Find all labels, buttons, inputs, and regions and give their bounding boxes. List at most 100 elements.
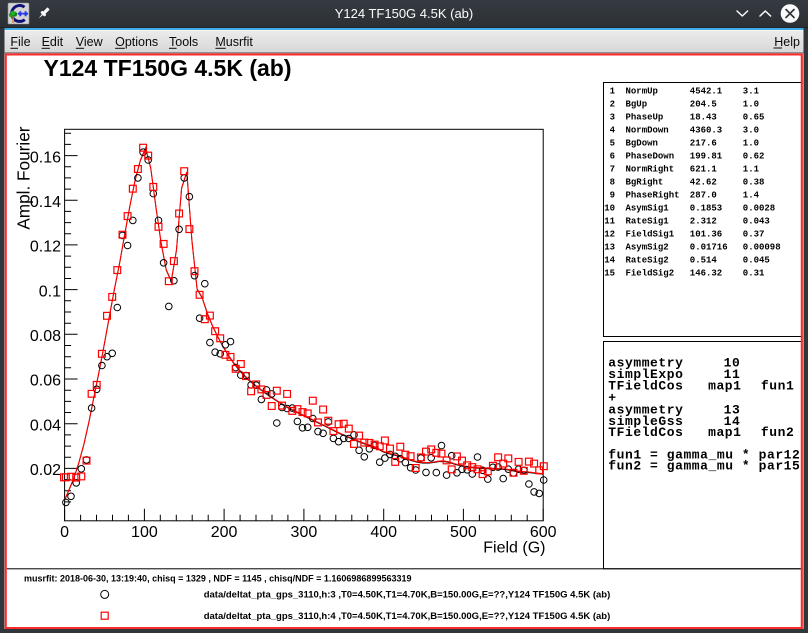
svg-text:+: + xyxy=(608,391,616,406)
svg-text:600: 600 xyxy=(530,524,557,541)
svg-text:0.06: 0.06 xyxy=(30,373,61,390)
svg-text:13: 13 xyxy=(604,243,615,253)
svg-text:NormUp: NormUp xyxy=(626,87,658,97)
svg-text:asymmetry: asymmetry xyxy=(608,356,683,371)
svg-text:0.00098: 0.00098 xyxy=(743,243,781,253)
svg-text:204.5: 204.5 xyxy=(690,100,717,110)
svg-text:400: 400 xyxy=(370,524,397,541)
svg-text:Help: Help xyxy=(774,35,800,49)
svg-text:Y124 TF150G 4.5K (ab): Y124 TF150G 4.5K (ab) xyxy=(44,55,292,81)
svg-text:0.08: 0.08 xyxy=(30,328,61,345)
svg-text:Musrfit: Musrfit xyxy=(215,35,253,49)
svg-text:0.1853: 0.1853 xyxy=(690,204,722,214)
svg-text:1.1: 1.1 xyxy=(743,165,760,175)
svg-text:0.16: 0.16 xyxy=(30,149,61,166)
svg-text:fun1 = gamma_mu * par12: fun1 = gamma_mu * par12 xyxy=(608,447,800,462)
svg-text:13: 13 xyxy=(724,403,741,418)
svg-text:TFieldCos: TFieldCos xyxy=(608,379,683,394)
svg-text:0.0028: 0.0028 xyxy=(743,204,775,214)
svg-text:2.312: 2.312 xyxy=(690,217,717,227)
svg-text:musrfit: 2018-06-30, 13:19:40,: musrfit: 2018-06-30, 13:19:40, chisq = 1… xyxy=(24,574,411,584)
svg-text:0.12: 0.12 xyxy=(30,239,61,256)
svg-text:BgUp: BgUp xyxy=(626,100,648,110)
svg-text:View: View xyxy=(76,35,104,49)
svg-text:NormDown: NormDown xyxy=(626,126,669,136)
svg-text:simpleGss: simpleGss xyxy=(608,414,683,429)
svg-text:621.1: 621.1 xyxy=(690,165,718,175)
svg-text:0.31: 0.31 xyxy=(743,269,765,279)
svg-text:1.4: 1.4 xyxy=(743,191,760,201)
svg-text:Tools: Tools xyxy=(169,35,198,49)
svg-text:Ampl. Fourier: Ampl. Fourier xyxy=(14,126,34,229)
svg-text:5: 5 xyxy=(610,139,615,149)
svg-text:0.04: 0.04 xyxy=(30,417,61,434)
svg-text:data/deltat_pta_gps_3110,h:4 ,: data/deltat_pta_gps_3110,h:4 ,T0=4.50K,T… xyxy=(204,611,611,622)
svg-text:RateSig2: RateSig2 xyxy=(626,256,669,266)
svg-text:200: 200 xyxy=(211,524,238,541)
svg-text:Y124 TF150G 4.5K (ab): Y124 TF150G 4.5K (ab) xyxy=(335,6,474,21)
svg-text:101.36: 101.36 xyxy=(690,230,722,240)
svg-text:map1: map1 xyxy=(708,379,741,394)
svg-text:0.02: 0.02 xyxy=(30,462,61,479)
svg-text:simplExpo: simplExpo xyxy=(608,367,683,382)
svg-text:FieldSig1: FieldSig1 xyxy=(626,230,675,240)
svg-text:BgRight: BgRight xyxy=(626,178,664,188)
svg-text:Edit: Edit xyxy=(42,35,64,49)
svg-text:217.6: 217.6 xyxy=(690,139,717,149)
svg-text:AsymSig2: AsymSig2 xyxy=(626,243,669,253)
svg-text:4: 4 xyxy=(610,126,616,136)
svg-text:File: File xyxy=(10,35,30,49)
svg-text:RateSig1: RateSig1 xyxy=(626,217,670,227)
svg-text:0.01716: 0.01716 xyxy=(690,243,728,253)
svg-text:9: 9 xyxy=(610,191,615,201)
svg-text:12: 12 xyxy=(604,230,615,240)
svg-text:0: 0 xyxy=(60,524,69,541)
svg-text:4542.1: 4542.1 xyxy=(690,87,723,97)
svg-text:1.0: 1.0 xyxy=(743,100,759,110)
svg-text:11: 11 xyxy=(724,367,741,382)
svg-text:4360.3: 4360.3 xyxy=(690,126,722,136)
svg-text:14: 14 xyxy=(724,414,741,429)
svg-text:PhaseDown: PhaseDown xyxy=(626,152,675,162)
svg-text:fun1: fun1 xyxy=(761,379,794,394)
svg-text:PhaseUp: PhaseUp xyxy=(626,113,664,123)
svg-text:0.1: 0.1 xyxy=(39,283,61,300)
svg-text:asymmetry: asymmetry xyxy=(608,403,683,418)
svg-text:0.38: 0.38 xyxy=(743,178,765,188)
svg-text:0.65: 0.65 xyxy=(743,113,765,123)
svg-text:10: 10 xyxy=(604,204,615,214)
svg-text:FieldSig2: FieldSig2 xyxy=(626,269,675,279)
svg-text:7: 7 xyxy=(610,165,615,175)
svg-text:8: 8 xyxy=(610,178,615,188)
svg-text:0.514: 0.514 xyxy=(690,256,718,266)
svg-text:14: 14 xyxy=(604,256,615,266)
svg-text:146.32: 146.32 xyxy=(690,269,722,279)
svg-text:1.0: 1.0 xyxy=(743,139,759,149)
svg-text:500: 500 xyxy=(450,524,477,541)
svg-text:2: 2 xyxy=(610,100,615,110)
svg-text:199.81: 199.81 xyxy=(690,152,723,162)
svg-text:287.0: 287.0 xyxy=(690,191,717,201)
svg-text:42.62: 42.62 xyxy=(690,178,717,188)
svg-text:map1: map1 xyxy=(708,425,741,440)
svg-text:fun2: fun2 xyxy=(761,425,794,440)
svg-text:11: 11 xyxy=(604,217,615,227)
svg-text:fun2 = gamma_mu * par15: fun2 = gamma_mu * par15 xyxy=(608,458,800,473)
svg-text:data/deltat_pta_gps_3110,h:3 ,: data/deltat_pta_gps_3110,h:3 ,T0=4.50K,T… xyxy=(204,589,611,600)
svg-text:100: 100 xyxy=(131,524,158,541)
svg-text:BgDown: BgDown xyxy=(626,139,658,149)
svg-text:AsymSig1: AsymSig1 xyxy=(626,204,670,214)
svg-text:0.14: 0.14 xyxy=(30,194,61,211)
svg-text:3.0: 3.0 xyxy=(743,126,759,136)
svg-text:PhaseRight: PhaseRight xyxy=(626,191,680,201)
svg-text:TFieldCos: TFieldCos xyxy=(608,425,683,440)
svg-text:3.1: 3.1 xyxy=(743,87,760,97)
svg-text:0.62: 0.62 xyxy=(743,152,765,162)
svg-text:0.043: 0.043 xyxy=(743,217,770,227)
svg-text:6: 6 xyxy=(610,152,615,162)
svg-text:Options: Options xyxy=(115,35,158,49)
svg-text:15: 15 xyxy=(604,269,615,279)
svg-text:300: 300 xyxy=(291,524,318,541)
svg-text:10: 10 xyxy=(724,356,741,371)
svg-text:0.37: 0.37 xyxy=(743,230,765,240)
